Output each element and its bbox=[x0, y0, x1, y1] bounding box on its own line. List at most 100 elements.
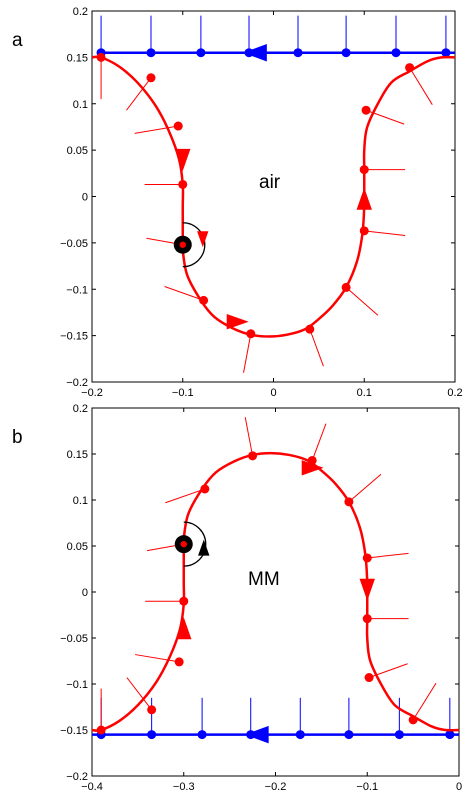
curve-point bbox=[179, 596, 189, 606]
curve-normal bbox=[165, 488, 206, 504]
curve-point bbox=[246, 329, 256, 339]
x-tick-label: 0 bbox=[270, 387, 276, 399]
curve-point bbox=[178, 179, 188, 189]
panel-a-label: a bbox=[12, 30, 23, 51]
special-point-inner bbox=[179, 241, 186, 248]
curve-point bbox=[307, 455, 317, 465]
y-tick-label: −0.2 bbox=[66, 771, 88, 783]
y-tick-label: −0.1 bbox=[66, 679, 88, 691]
x-tick-label: −0.3 bbox=[173, 781, 195, 793]
interface-point bbox=[344, 730, 354, 740]
curve-point bbox=[341, 282, 351, 292]
panel-b-region-label: MM bbox=[248, 569, 280, 590]
plot-area-frame bbox=[91, 407, 460, 777]
y-tick-label: −0.15 bbox=[60, 331, 88, 343]
curve-arrow bbox=[301, 460, 324, 476]
curve-normal bbox=[243, 333, 252, 373]
interface-point bbox=[394, 730, 404, 740]
curve-normal bbox=[134, 125, 179, 134]
interface-point bbox=[391, 48, 401, 58]
angle-arc bbox=[182, 222, 206, 268]
curve-arrow bbox=[359, 578, 375, 601]
curve-normal bbox=[412, 682, 437, 721]
y-tick-label: −0.15 bbox=[60, 725, 88, 737]
curve-arrow bbox=[176, 617, 192, 640]
curve-point bbox=[173, 121, 183, 131]
curve-normal bbox=[135, 654, 180, 663]
curve-point bbox=[359, 226, 369, 236]
curve-line bbox=[91, 451, 460, 732]
curve-point bbox=[362, 553, 372, 563]
interface-point bbox=[341, 48, 351, 58]
curve-point bbox=[146, 73, 156, 83]
y-tick-label: −0.05 bbox=[60, 238, 88, 250]
y-tick-label: 0.05 bbox=[67, 541, 88, 553]
x-tick-label: 0.1 bbox=[357, 387, 372, 399]
interface-point bbox=[445, 730, 455, 740]
interface-point bbox=[197, 730, 207, 740]
interface-point bbox=[295, 730, 305, 740]
y-tick-label: 0.1 bbox=[73, 495, 88, 507]
angle-arc bbox=[183, 521, 207, 567]
curve-normal bbox=[409, 67, 433, 105]
curve-normal bbox=[164, 285, 204, 301]
curve-line bbox=[91, 55, 456, 338]
y-tick-label: 0.2 bbox=[73, 6, 88, 18]
angle-arrow bbox=[198, 539, 210, 556]
curve-point bbox=[359, 165, 369, 175]
curve-normal bbox=[367, 552, 409, 559]
interface-arrow bbox=[242, 44, 267, 62]
curve-normal bbox=[244, 417, 254, 456]
curve-point bbox=[344, 497, 354, 507]
curve-normal bbox=[348, 473, 382, 503]
interface-point bbox=[147, 730, 157, 740]
interface-point bbox=[441, 48, 451, 58]
y-tick-label: 0 bbox=[82, 192, 88, 204]
curve-point bbox=[199, 295, 209, 305]
curve-normal bbox=[126, 77, 152, 111]
curve-normal bbox=[309, 328, 324, 367]
interface-point bbox=[293, 48, 303, 58]
y-tick-label: −0.1 bbox=[66, 284, 88, 296]
angle-arrow bbox=[197, 231, 209, 248]
curve-point bbox=[200, 484, 210, 494]
y-tick-label: 0.05 bbox=[67, 145, 88, 157]
interface-point bbox=[146, 48, 156, 58]
panel-b: −0.4 −0.3 −0.2 −0.1 0 −0.2 −0.15 −0.1 −0.05 0 0.05… bbox=[12, 403, 462, 793]
y-tick-label: −0.2 bbox=[66, 377, 88, 389]
y-tick-label: 0.2 bbox=[73, 403, 88, 415]
curve-point bbox=[405, 63, 415, 73]
curve-point bbox=[361, 105, 371, 115]
curve-point bbox=[147, 705, 157, 715]
curve-point bbox=[96, 52, 106, 62]
special-point-inner bbox=[180, 540, 187, 548]
x-tick-label: −0.4 bbox=[81, 781, 103, 793]
y-tick-label: 0 bbox=[82, 587, 88, 599]
panel-a-region-label: air bbox=[259, 172, 281, 193]
x-tick-label: −0.2 bbox=[81, 387, 103, 399]
panel-b-label: b bbox=[12, 427, 23, 448]
curve-normal bbox=[345, 287, 379, 316]
y-tick-label: 0.15 bbox=[67, 449, 88, 461]
curve-normal bbox=[311, 423, 327, 461]
curve-point bbox=[408, 715, 418, 725]
curve-normal bbox=[126, 677, 153, 711]
curve-point bbox=[362, 614, 372, 624]
x-tick-label: −0.1 bbox=[172, 387, 194, 399]
curve-arrow bbox=[226, 314, 249, 330]
curve-point bbox=[96, 725, 106, 735]
curve-arrow bbox=[356, 187, 372, 210]
y-tick-label: −0.05 bbox=[60, 633, 88, 645]
x-tick-label: 0 bbox=[456, 781, 462, 793]
curve-point bbox=[305, 324, 315, 334]
interface-arrow bbox=[244, 725, 269, 744]
curve-point bbox=[174, 657, 184, 667]
x-tick-label: −0.1 bbox=[356, 781, 378, 793]
curve-point bbox=[364, 673, 374, 683]
curve-point bbox=[248, 451, 258, 461]
panel-a: −0.2 −0.1 0 0.1 0.2 −0.2 −0.15 −0.1 −0.05 0 0.05 0.… bbox=[12, 6, 463, 399]
x-tick-label: −0.2 bbox=[265, 781, 287, 793]
y-tick-label: 0.15 bbox=[67, 52, 88, 64]
y-tick-label: 0.1 bbox=[73, 99, 88, 111]
